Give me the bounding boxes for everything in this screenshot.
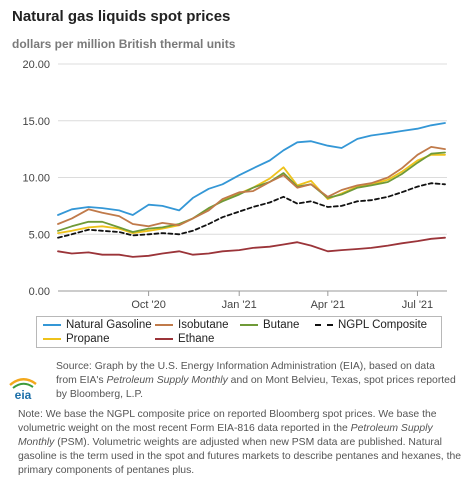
note-text-2: (PSM). Volumetric weights are adjusted w…	[18, 437, 462, 476]
source-text-italic: Petroleum Supply Monthly	[106, 375, 228, 386]
gridlines	[58, 63, 447, 292]
y-tick-label: 0.00	[29, 286, 50, 298]
eia-logo-icon: eia	[9, 378, 37, 402]
legend-label-butane: Butane	[263, 319, 300, 331]
chart-plot: 0.00 5.00 10.00 15.00 20.00 Oct '20 Jan '21 Ap…	[22, 59, 447, 310]
y-tick-label: 5.00	[29, 229, 50, 241]
legend-swatch-ethane	[155, 337, 173, 340]
series-lines	[57, 122, 446, 258]
y-tick-label: 20.00	[22, 59, 50, 71]
legend-swatch-ngpl-composite	[315, 323, 333, 326]
legend-item-propane: Propane	[43, 333, 109, 345]
x-tick-label: Jul '21	[402, 299, 433, 310]
legend-item-ngpl-composite: NGPL Composite	[315, 319, 427, 331]
legend-label-natural-gasoline: Natural Gasoline	[66, 319, 152, 331]
chart-legend: Natural Gasoline Isobutane Butane NGPL C…	[36, 316, 442, 348]
chart-subtitle: dollars per million British thermal unit…	[12, 37, 236, 51]
chart-title: Natural gas liquids spot prices	[12, 8, 231, 25]
legend-item-butane: Butane	[240, 319, 299, 331]
note-text-1: Note: We base the NGPL composite price o…	[18, 409, 437, 434]
legend-item-ethane: Ethane	[155, 333, 214, 345]
legend-swatch-propane	[43, 337, 61, 340]
source-text-2: and on Mont Belvieu, Texas, spot prices …	[56, 375, 456, 400]
series-line-isobutane	[57, 145, 446, 228]
legend-swatch-natural-gasoline	[43, 323, 61, 326]
y-axis-ticks: 0.00 5.00 10.00 15.00 20.00	[22, 59, 50, 298]
legend-swatch-butane	[240, 323, 258, 326]
series-line-ngpl-composite	[57, 182, 446, 239]
eia-logo-text: eia	[15, 388, 32, 402]
x-tick-label: Apr '21	[311, 299, 346, 310]
legend-label-ngpl-composite: NGPL Composite	[338, 319, 428, 331]
note-text-italic: Petroleum Supply Monthly	[18, 423, 433, 448]
legend-swatch-isobutane	[155, 323, 173, 326]
legend-item-natural-gasoline: Natural Gasoline	[43, 319, 152, 331]
methodology-note: Note: We base the NGPL composite price o…	[18, 408, 462, 478]
series-line-butane	[57, 151, 446, 233]
source-note: Source: Graph by the U.S. Energy Informa…	[56, 360, 456, 402]
legend-label-isobutane: Isobutane	[178, 319, 229, 331]
series-line-ethane	[57, 236, 446, 258]
y-tick-label: 15.00	[22, 116, 50, 128]
y-tick-label: 10.00	[22, 173, 50, 185]
x-tick-label: Jan '21	[222, 299, 257, 310]
series-line-natural-gasoline	[57, 122, 446, 216]
x-tick-label: Oct '20	[131, 299, 166, 310]
legend-label-propane: Propane	[66, 333, 110, 345]
series-line-propane	[57, 153, 446, 235]
legend-item-isobutane: Isobutane	[155, 319, 229, 331]
x-axis-ticks: Oct '20 Jan '21 Apr '21 Jul '21	[131, 291, 433, 310]
legend-label-ethane: Ethane	[178, 333, 215, 345]
source-text-1: Source: Graph by the U.S. Energy Informa…	[56, 361, 435, 386]
